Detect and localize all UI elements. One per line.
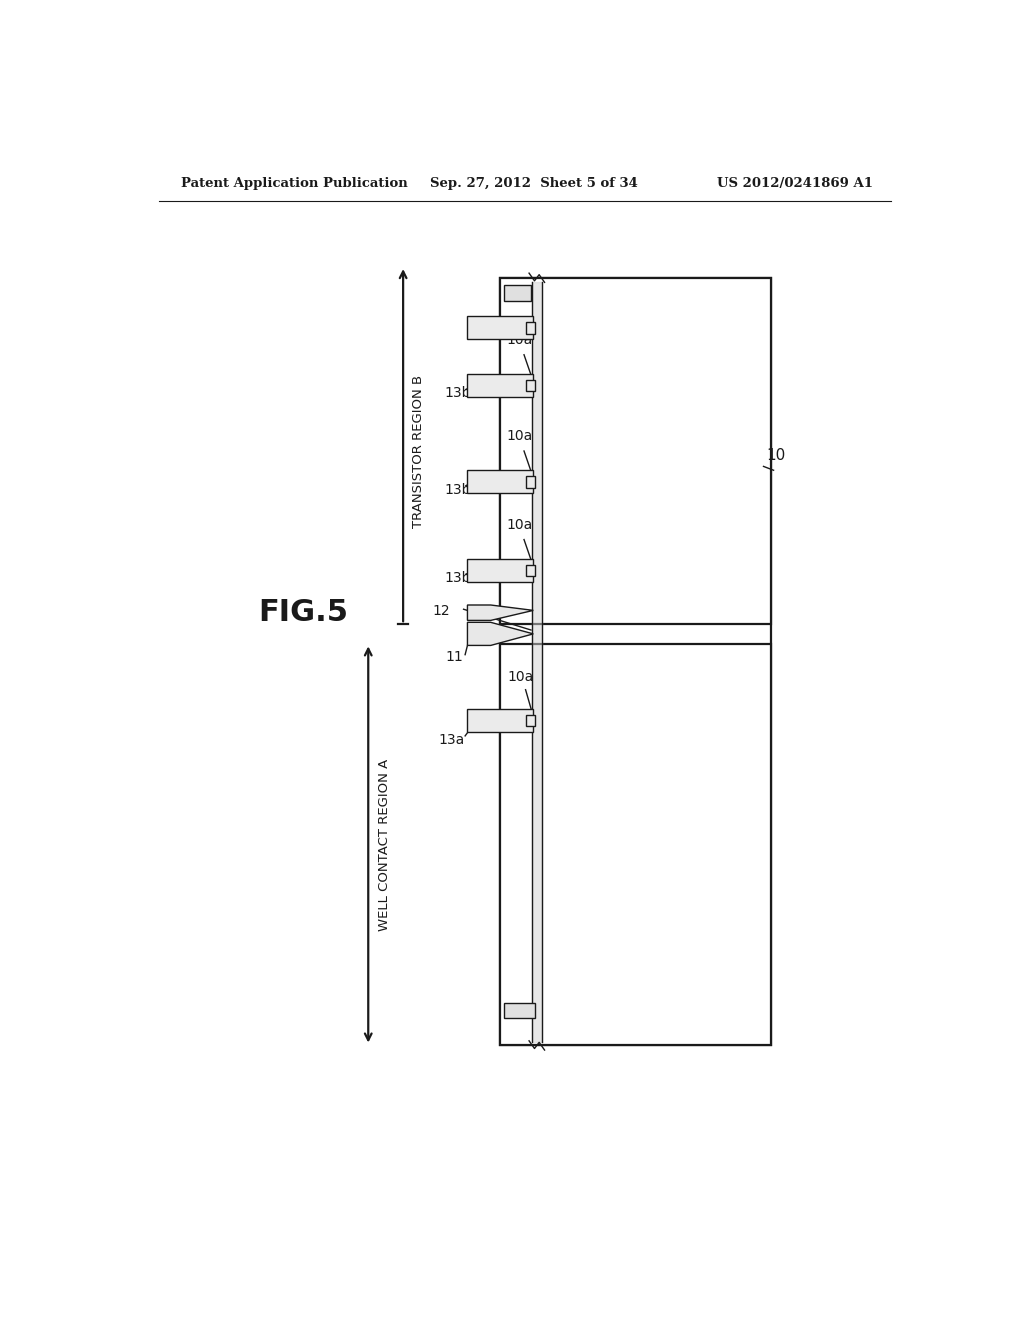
Bar <box>467 709 534 733</box>
Bar <box>467 317 534 339</box>
Bar <box>525 477 535 487</box>
Bar <box>500 277 771 1045</box>
Bar <box>504 1003 535 1019</box>
Bar <box>525 380 535 391</box>
Text: 10a: 10a <box>508 669 534 684</box>
Text: FIG.5: FIG.5 <box>258 598 348 627</box>
Bar <box>500 277 771 624</box>
Text: US 2012/0241869 A1: US 2012/0241869 A1 <box>717 177 873 190</box>
Text: TRANSISTOR REGION B: TRANSISTOR REGION B <box>413 375 425 528</box>
Text: 12: 12 <box>432 603 451 618</box>
Text: 10a: 10a <box>506 517 532 532</box>
Text: Sep. 27, 2012  Sheet 5 of 34: Sep. 27, 2012 Sheet 5 of 34 <box>430 177 638 190</box>
Text: WELL CONTACT REGION A: WELL CONTACT REGION A <box>378 759 390 931</box>
Bar <box>525 565 535 576</box>
Bar <box>525 714 535 726</box>
Bar <box>467 558 534 582</box>
Text: Patent Application Publication: Patent Application Publication <box>180 177 408 190</box>
Bar <box>504 285 531 301</box>
Text: 11: 11 <box>445 649 464 664</box>
Text: 13b: 13b <box>444 572 471 585</box>
Polygon shape <box>467 605 534 620</box>
Text: 13b: 13b <box>444 483 471 496</box>
Bar <box>525 322 535 334</box>
Text: 10a: 10a <box>506 333 532 347</box>
Polygon shape <box>467 622 534 645</box>
Text: 10a: 10a <box>506 429 532 444</box>
Bar <box>500 644 771 1045</box>
Bar <box>467 470 534 494</box>
Text: 10: 10 <box>766 447 785 462</box>
Text: 13b: 13b <box>444 387 471 400</box>
Text: 13a: 13a <box>438 733 465 747</box>
Bar <box>467 374 534 397</box>
